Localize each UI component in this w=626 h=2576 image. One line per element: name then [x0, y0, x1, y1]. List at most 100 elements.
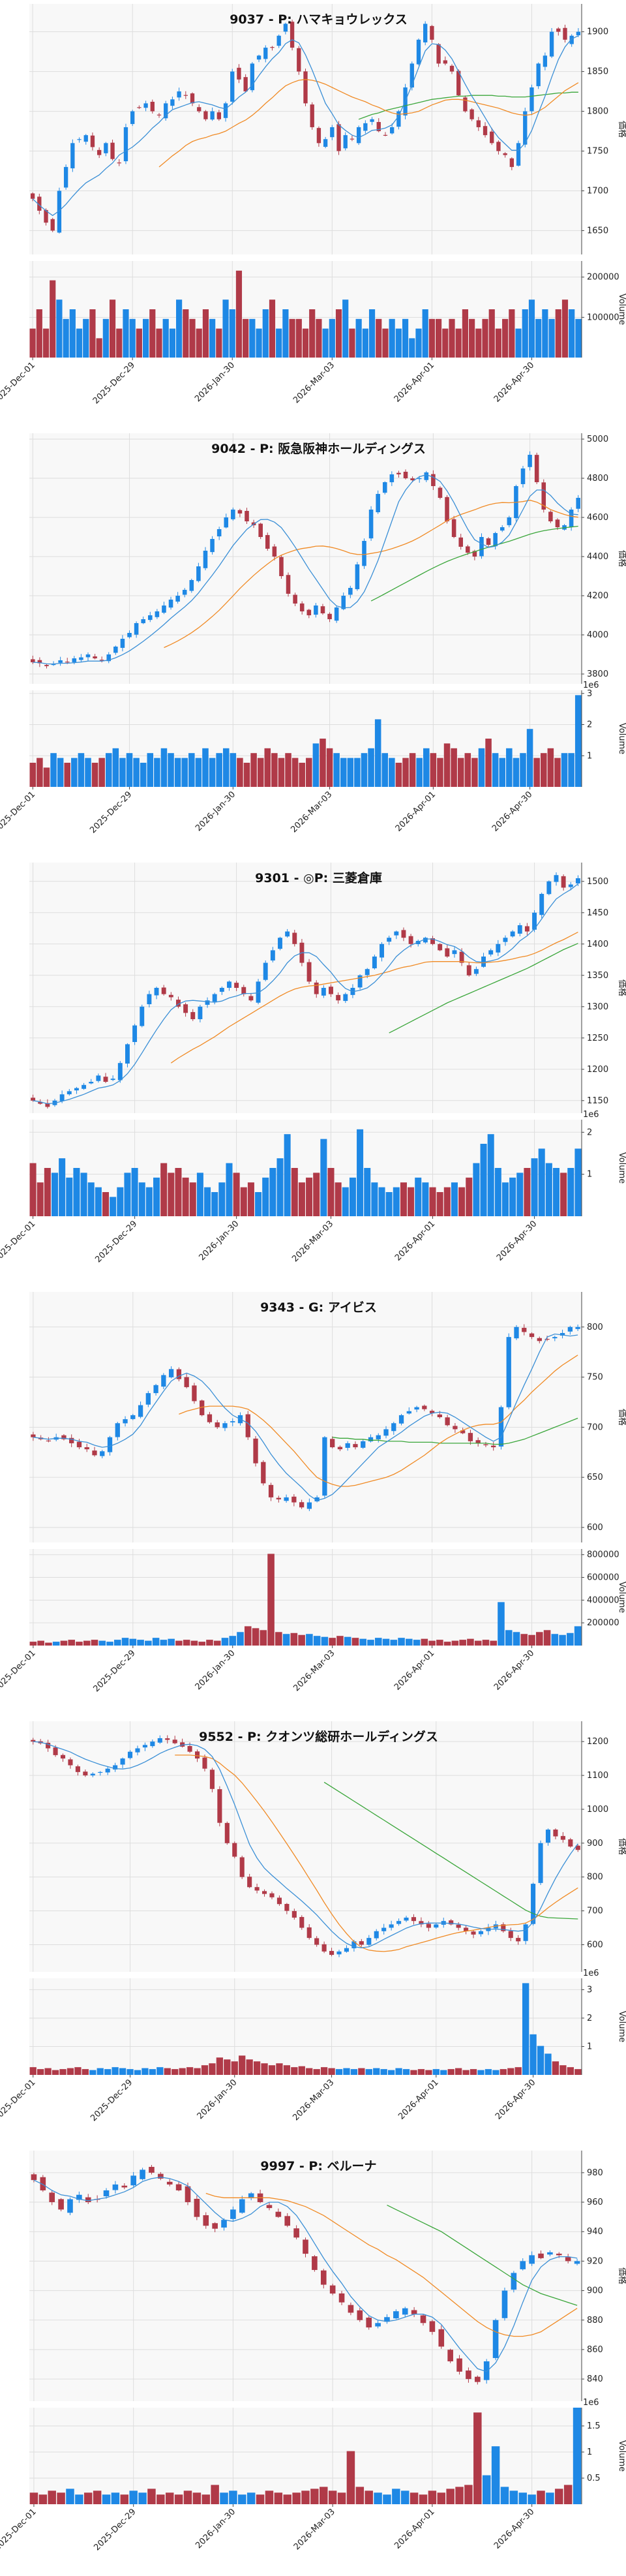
candle-body: [137, 107, 142, 108]
volume-bar: [274, 2492, 283, 2504]
candle-body: [387, 938, 392, 942]
volume-bar: [502, 318, 509, 358]
volume-bar: [282, 309, 289, 358]
volume-bar: [494, 1168, 501, 1216]
volume-bar: [133, 758, 140, 787]
volume-bar: [230, 753, 237, 787]
candle-body: [438, 2329, 445, 2347]
candle-body: [194, 2198, 200, 2217]
ma-mid-line: [179, 1355, 578, 1487]
volume-bar: [298, 2066, 305, 2075]
price-axis-label: 価格: [617, 550, 626, 567]
date-tick-label: 2026-Mar-03: [290, 1219, 335, 1264]
candle-body: [472, 551, 477, 557]
date-tick-label: 2026-Apr-01: [393, 1219, 437, 1263]
volume-bar: [113, 1640, 121, 1646]
volume-bar: [354, 758, 361, 787]
volume-bar: [451, 1182, 458, 1216]
volume-bar: [74, 2067, 82, 2075]
volume-bar: [569, 309, 575, 358]
volume-bar: [109, 299, 116, 358]
price-tick-label: 960: [587, 2198, 603, 2207]
candle-body: [69, 1437, 74, 1443]
candle-body: [559, 1332, 565, 1336]
volume-bar: [91, 763, 98, 787]
volume-bar: [168, 753, 174, 787]
candle-body: [113, 1765, 118, 1770]
volume-bar: [326, 748, 333, 787]
candle-body: [381, 1927, 387, 1931]
candle-body: [470, 109, 474, 119]
candle-body: [60, 1755, 66, 1759]
volume-bar: [129, 318, 136, 358]
volume-bar: [309, 309, 316, 358]
volume-bar: [233, 1173, 240, 1216]
volume-bar: [344, 1636, 351, 1646]
candle-body: [239, 1857, 245, 1877]
volume-bar: [526, 729, 533, 787]
candle-body: [110, 142, 115, 159]
volume-bar: [451, 1640, 459, 1646]
volume-bar: [140, 763, 147, 787]
volume-bar: [436, 1192, 443, 1216]
candle-body: [363, 123, 368, 131]
price-panel: [29, 2151, 582, 2401]
candle-body: [376, 121, 381, 132]
volume-bar: [342, 1187, 349, 1216]
candle-body: [231, 510, 235, 519]
volume-bar: [491, 2446, 500, 2504]
volume-bar: [301, 2491, 310, 2504]
candle-body: [429, 1411, 435, 1413]
volume-bar: [380, 2069, 387, 2075]
volume-bar: [361, 753, 368, 787]
date-tick-label: 2026-Jan-30: [197, 1219, 241, 1263]
volume-bar: [555, 2489, 563, 2504]
volume-bar: [529, 2034, 537, 2075]
volume-bar: [462, 309, 469, 358]
volume-bar: [283, 2065, 291, 2075]
volume-bar: [474, 1640, 482, 1646]
volume-bar: [321, 1636, 329, 1646]
ma-mid-line: [175, 1755, 578, 1952]
volume-bar: [561, 299, 569, 358]
candle-body: [368, 510, 374, 539]
volume-bar: [121, 1638, 129, 1646]
candle-body: [76, 2194, 82, 2200]
volume-bar: [124, 1173, 131, 1216]
volume-bar: [343, 2068, 350, 2075]
candle-body: [538, 2253, 544, 2258]
volume-bar: [395, 763, 402, 787]
candle-body: [79, 657, 83, 660]
candle-body: [426, 1924, 431, 1928]
volume-bar: [410, 2070, 417, 2075]
date-tick-label: 2026-Apr-01: [394, 790, 438, 833]
candle-body: [575, 1845, 580, 1850]
volume-bar: [522, 309, 528, 358]
candle-body: [31, 1434, 36, 1437]
candle-body: [45, 1103, 50, 1107]
volume-bar: [492, 2070, 499, 2075]
volume-bar: [91, 1640, 98, 1646]
candle-body: [447, 2350, 453, 2362]
volume-bar: [183, 2491, 192, 2504]
volume-bar: [160, 748, 168, 787]
candle-body: [107, 1437, 113, 1452]
candle-body: [117, 162, 121, 164]
candle-body: [284, 2216, 291, 2226]
candle-body: [250, 63, 255, 91]
candle-body: [327, 613, 332, 619]
volume-bar: [551, 1634, 559, 1646]
candle-body: [216, 529, 222, 537]
volume-bar: [176, 299, 183, 358]
volume-tick-label: 2: [587, 1127, 592, 1137]
volume-bar: [102, 318, 109, 358]
candle-body: [321, 1944, 327, 1952]
price-tick-label: 1150: [587, 1096, 608, 1106]
volume-bar: [169, 328, 175, 358]
candle-body: [391, 1423, 396, 1432]
candle-body: [403, 472, 408, 478]
volume-bar: [67, 2068, 74, 2075]
candle-body: [552, 1337, 558, 1339]
candle-body: [496, 943, 501, 953]
candle-body: [90, 1773, 95, 1775]
